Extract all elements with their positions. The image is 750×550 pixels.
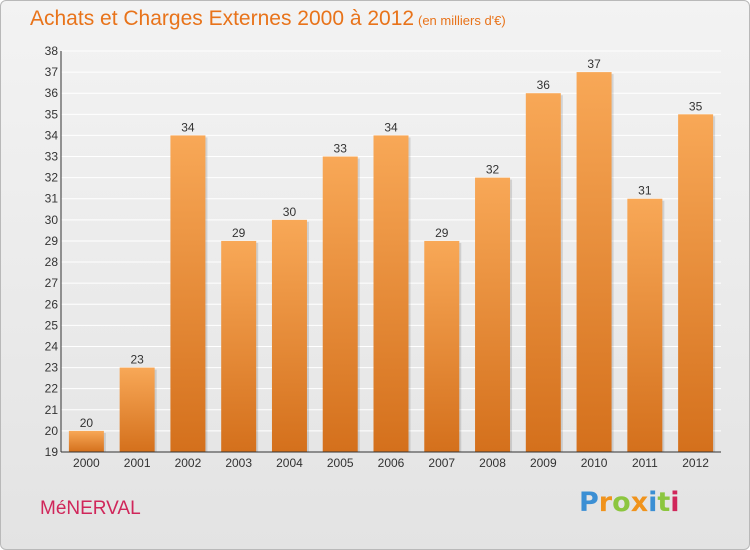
y-tick-label: 29 bbox=[45, 234, 59, 248]
bar bbox=[475, 177, 511, 452]
y-tick-label: 38 bbox=[45, 44, 59, 58]
y-tick-label: 20 bbox=[45, 424, 59, 438]
chart-subtitle: (en milliers d'€) bbox=[418, 13, 506, 28]
y-tick-label: 19 bbox=[45, 445, 59, 459]
logo-letter: t bbox=[657, 487, 671, 518]
x-tick-label: 2000 bbox=[73, 456, 100, 470]
proxiti-logo[interactable]: Proxiti bbox=[579, 487, 680, 518]
x-tick-label: 2005 bbox=[327, 456, 354, 470]
y-tick-label: 34 bbox=[45, 128, 59, 142]
data-label: 36 bbox=[537, 78, 551, 92]
data-label: 34 bbox=[384, 120, 398, 134]
data-label: 34 bbox=[181, 120, 195, 134]
logo-letter: P bbox=[579, 487, 599, 518]
data-labels: 20 23 34 29 30 33 34 29 32 36 37 31 35 bbox=[80, 57, 703, 430]
data-label: 23 bbox=[130, 353, 144, 367]
logo-letter: x bbox=[630, 487, 649, 518]
data-label: 31 bbox=[638, 184, 652, 198]
y-tick-label: 35 bbox=[45, 107, 59, 121]
data-label: 29 bbox=[435, 226, 449, 240]
bar bbox=[424, 240, 460, 452]
logo-letter: o bbox=[612, 487, 631, 518]
y-tick-label: 31 bbox=[45, 192, 59, 206]
logo-letter: i bbox=[670, 487, 680, 518]
y-tick-label: 21 bbox=[45, 403, 59, 417]
data-label: 29 bbox=[232, 226, 246, 240]
bar bbox=[119, 367, 155, 452]
y-tick-label: 37 bbox=[45, 65, 59, 79]
data-label: 32 bbox=[486, 163, 500, 177]
y-tick-label: 26 bbox=[45, 297, 59, 311]
bars bbox=[68, 72, 716, 453]
x-tick-label: 2003 bbox=[225, 456, 252, 470]
bar bbox=[525, 93, 561, 453]
y-tick-label: 36 bbox=[45, 86, 59, 100]
x-tick-label: 2006 bbox=[378, 456, 405, 470]
x-tick-label: 2010 bbox=[581, 456, 608, 470]
bar bbox=[271, 219, 307, 452]
bar bbox=[322, 156, 358, 453]
y-tick-label: 27 bbox=[45, 276, 59, 290]
x-tick-label: 2002 bbox=[175, 456, 202, 470]
y-tick-label: 33 bbox=[45, 150, 59, 164]
bar bbox=[68, 430, 104, 452]
data-label: 37 bbox=[587, 57, 601, 71]
y-tick-label: 24 bbox=[45, 339, 59, 353]
bar bbox=[221, 240, 257, 452]
data-label: 30 bbox=[283, 205, 297, 219]
x-tick-label: 2012 bbox=[682, 456, 709, 470]
x-tick-label: 2004 bbox=[276, 456, 303, 470]
bar bbox=[627, 198, 663, 452]
data-label: 35 bbox=[689, 99, 703, 113]
x-tick-label: 2009 bbox=[530, 456, 557, 470]
data-label: 33 bbox=[334, 142, 348, 156]
x-axis-ticks: 2000 2001 2002 2003 2004 2005 2006 2007 2008 2009… bbox=[73, 456, 709, 470]
chart-title: Achats et Charges Externes 2000 à 2012 bbox=[30, 7, 415, 30]
bar bbox=[170, 135, 206, 452]
bar bbox=[576, 72, 612, 453]
y-tick-label: 28 bbox=[45, 255, 59, 269]
y-tick-label: 22 bbox=[45, 382, 59, 396]
bar bbox=[678, 114, 714, 452]
logo-letter: r bbox=[598, 487, 613, 518]
x-tick-label: 2008 bbox=[479, 456, 506, 470]
y-axis-ticks: 19 20 21 22 23 24 25 26 27 28 29 30 31 32 33 34 35 36 37 38 bbox=[45, 44, 59, 459]
x-tick-label: 2011 bbox=[632, 456, 658, 470]
commune-name: MéNERVAL bbox=[40, 498, 141, 519]
y-tick-label: 32 bbox=[45, 171, 59, 185]
logo-letter: i bbox=[648, 487, 658, 518]
x-tick-label: 2001 bbox=[124, 456, 151, 470]
bar bbox=[373, 135, 409, 452]
x-tick-label: 2007 bbox=[428, 456, 455, 470]
y-tick-label: 23 bbox=[45, 361, 59, 375]
axes bbox=[60, 51, 721, 453]
data-label: 20 bbox=[80, 416, 94, 430]
y-tick-label: 30 bbox=[45, 213, 59, 227]
y-tick-label: 25 bbox=[45, 318, 59, 332]
